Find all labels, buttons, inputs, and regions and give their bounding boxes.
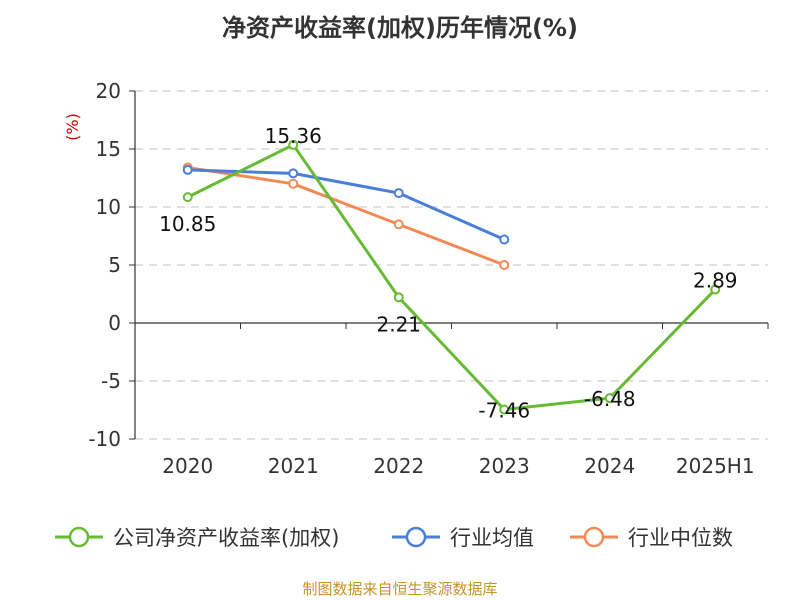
y-tick-label: -10 (88, 427, 121, 451)
data-label: 10.85 (159, 212, 216, 236)
legend-marker-circle (583, 526, 605, 548)
series-point (182, 164, 193, 175)
x-tick-label: 2024 (584, 454, 635, 478)
y-tick-label: 0 (108, 311, 121, 335)
series-point (604, 393, 615, 404)
data-label: 15.36 (265, 124, 322, 148)
y-tick-label: 5 (108, 253, 121, 277)
legend-label: 行业中位数 (628, 526, 733, 550)
series-point (499, 234, 510, 245)
data-label: -7.46 (478, 399, 530, 423)
y-tick-label: 15 (96, 137, 121, 161)
data-label: 2.89 (693, 268, 738, 292)
series-line (187, 166, 505, 267)
axes: 20 15 10 5 0 -5 -10 2020 2021 2022 2023 2024 2025H1 (88, 79, 769, 478)
series-point (499, 260, 510, 270)
legend-marker-circle (68, 526, 90, 548)
x-tick-label: 2021 (268, 454, 319, 478)
chart-title: 净资产收益率(加权)历年情况(%) (222, 14, 578, 42)
source-note: 制图数据来自恒生聚源数据库 (302, 580, 497, 598)
data-labels: 10.85 15.36 2.21 -7.46 -6.48 2.89 (159, 124, 737, 423)
legend-label: 公司净资产收益率(加权) (113, 526, 339, 550)
series-point (393, 219, 404, 230)
series-point (288, 178, 299, 189)
grid-lines (135, 90, 768, 440)
y-tick-label: -5 (101, 369, 121, 393)
legend-marker-circle (405, 526, 427, 548)
x-tick-label: 2025H1 (676, 454, 755, 478)
data-label: 2.21 (376, 312, 421, 336)
y-tick-label: 20 (96, 79, 121, 103)
legend-label: 行业均值 (450, 526, 534, 550)
series-line (187, 143, 717, 412)
series-point (182, 192, 193, 203)
x-tick-label: 2020 (162, 454, 213, 478)
x-tick-label: 2023 (479, 454, 530, 478)
legend: 公司净资产收益率(加权) 行业均值 行业中位数 (55, 526, 733, 550)
series-point (710, 284, 721, 295)
series-layer (182, 139, 721, 415)
series-point (288, 168, 299, 179)
y-axis-unit: (%) (63, 113, 82, 141)
data-label: -6.48 (584, 387, 636, 411)
y-tick-label: 10 (96, 195, 121, 219)
series-point (499, 404, 510, 415)
series-point (393, 292, 404, 303)
series-point (393, 188, 404, 199)
series-point (288, 139, 299, 150)
x-tick-label: 2022 (373, 454, 424, 478)
